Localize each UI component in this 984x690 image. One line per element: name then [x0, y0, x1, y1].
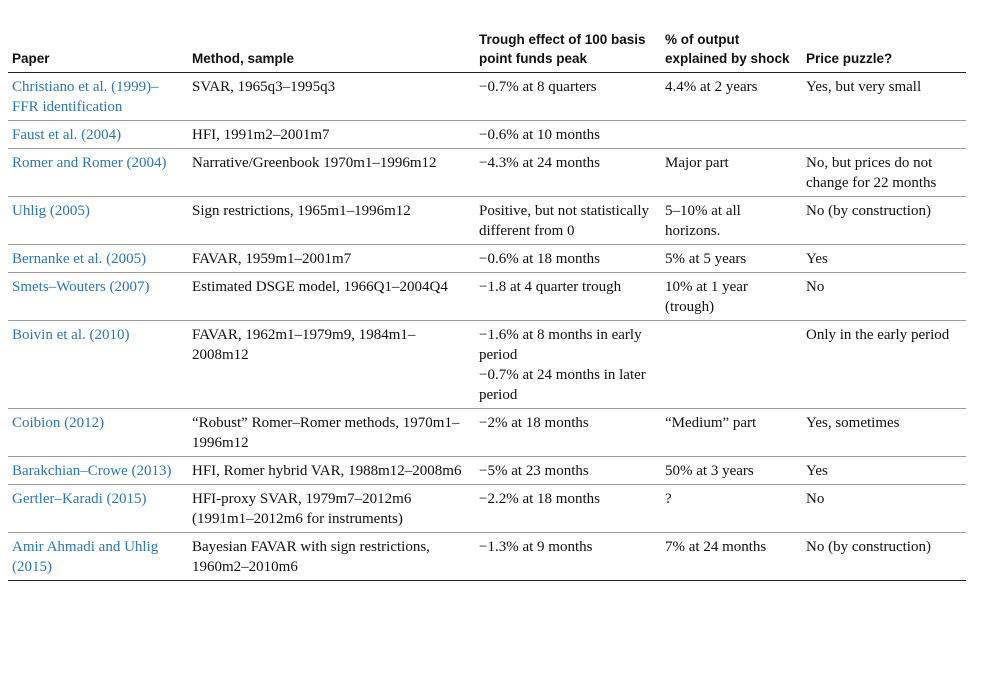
- cell-output: [661, 120, 802, 149]
- cell-method: SVAR, 1965q3–1995q3: [188, 72, 475, 121]
- cell-trough: −5% at 23 months: [475, 456, 661, 485]
- table-row: Boivin et al. (2010) FAVAR, 1962m1–1979m…: [8, 320, 966, 409]
- cell-output: Major part: [661, 148, 802, 197]
- table-row: Uhlig (2005) Sign restrictions, 1965m1–1…: [8, 196, 966, 245]
- cell-trough: −0.7% at 8 quarters: [475, 72, 661, 121]
- header-puzzle: Price puzzle?: [802, 10, 966, 73]
- cell-trough: −2.2% at 18 months: [475, 484, 661, 533]
- cell-output: 7% at 24 months: [661, 532, 802, 581]
- cell-puzzle: No: [802, 272, 966, 321]
- cell-output: ?: [661, 484, 802, 533]
- table-row: Romer and Romer (2004) Narrative/Greenbo…: [8, 148, 966, 197]
- cell-paper[interactable]: Uhlig (2005): [8, 196, 188, 245]
- cell-trough: −0.6% at 18 months: [475, 244, 661, 273]
- cell-paper[interactable]: Faust et al. (2004): [8, 120, 188, 149]
- cell-method-note: (1991m1–2012m6 for instruments): [192, 511, 403, 527]
- cell-paper[interactable]: Bernanke et al. (2005): [8, 244, 188, 273]
- table-row: Bernanke et al. (2005) FAVAR, 1959m1–200…: [8, 244, 966, 273]
- cell-paper[interactable]: Christiano et al. (1999)–FFR identificat…: [8, 72, 188, 121]
- cell-method: Estimated DSGE model, 1966Q1–2004Q4: [188, 272, 475, 321]
- monetary-shock-results-table: Paper Method, sample Trough effect of 10…: [8, 10, 966, 581]
- cell-trough: −2% at 18 months: [475, 408, 661, 457]
- cell-method: FAVAR, 1959m1–2001m7: [188, 244, 475, 273]
- cell-puzzle: [802, 120, 966, 149]
- cell-method: HFI, 1991m2–2001m7: [188, 120, 475, 149]
- table-row: Smets–Wouters (2007) Estimated DSGE mode…: [8, 272, 966, 321]
- cell-method: “Robust” Romer–Romer methods, 1970m1–199…: [188, 408, 475, 457]
- cell-puzzle: Only in the early period: [802, 320, 966, 409]
- cell-trough-later: −0.7% at 24 months in later period: [479, 367, 646, 403]
- cell-puzzle: No (by construction): [802, 532, 966, 581]
- cell-paper[interactable]: Coibion (2012): [8, 408, 188, 457]
- cell-method: Sign restrictions, 1965m1–1996m12: [188, 196, 475, 245]
- table-row: Christiano et al. (1999)–FFR identificat…: [8, 72, 966, 121]
- cell-trough-early: −1.6% at 8 months in early period: [479, 327, 642, 363]
- cell-puzzle: Yes, but very small: [802, 72, 966, 121]
- results-table-container: Paper Method, sample Trough effect of 10…: [8, 10, 966, 581]
- cell-output: 10% at 1 year (trough): [661, 272, 802, 321]
- cell-method: HFI-proxy SVAR, 1979m7–2012m6 (1991m1–20…: [188, 484, 475, 533]
- cell-output: 5–10% at all horizons.: [661, 196, 802, 245]
- cell-method: Bayesian FAVAR with sign restrictions, 1…: [188, 532, 475, 581]
- cell-paper[interactable]: Barakchian–Crowe (2013): [8, 456, 188, 485]
- cell-output: 50% at 3 years: [661, 456, 802, 485]
- cell-output: 4.4% at 2 years: [661, 72, 802, 121]
- cell-trough: −1.6% at 8 months in early period −0.7% …: [475, 320, 661, 409]
- header-method: Method, sample: [188, 10, 475, 73]
- cell-paper[interactable]: Gertler–Karadi (2015): [8, 484, 188, 533]
- cell-trough: Positive, but not statistically differen…: [475, 196, 661, 245]
- table-row: Faust et al. (2004) HFI, 1991m2–2001m7 −…: [8, 120, 966, 149]
- header-trough: Trough effect of 100 basis point funds p…: [475, 10, 661, 73]
- cell-paper[interactable]: Romer and Romer (2004): [8, 148, 188, 197]
- header-output: % of output explained by shock: [661, 10, 802, 73]
- cell-output: [661, 320, 802, 409]
- cell-trough: −4.3% at 24 months: [475, 148, 661, 197]
- header-paper: Paper: [8, 10, 188, 73]
- cell-paper[interactable]: Amir Ahmadi and Uhlig (2015): [8, 532, 188, 581]
- cell-puzzle: No: [802, 484, 966, 533]
- cell-trough: −1.3% at 9 months: [475, 532, 661, 581]
- table-row: Barakchian–Crowe (2013) HFI, Romer hybri…: [8, 456, 966, 485]
- cell-puzzle: No, but prices do not change for 22 mont…: [802, 148, 966, 197]
- cell-trough: −1.8 at 4 quarter trough: [475, 272, 661, 321]
- cell-method: HFI, Romer hybrid VAR, 1988m12–2008m6: [188, 456, 475, 485]
- cell-paper[interactable]: Boivin et al. (2010): [8, 320, 188, 409]
- cell-output: 5% at 5 years: [661, 244, 802, 273]
- table-row: Coibion (2012) “Robust” Romer–Romer meth…: [8, 408, 966, 457]
- cell-puzzle: Yes: [802, 244, 966, 273]
- table-row: Amir Ahmadi and Uhlig (2015) Bayesian FA…: [8, 532, 966, 581]
- cell-puzzle: No (by construction): [802, 196, 966, 245]
- table-header-row: Paper Method, sample Trough effect of 10…: [8, 10, 966, 73]
- cell-method: FAVAR, 1962m1–1979m9, 1984m1–2008m12: [188, 320, 475, 409]
- cell-output: “Medium” part: [661, 408, 802, 457]
- cell-method: Narrative/Greenbook 1970m1–1996m12: [188, 148, 475, 197]
- cell-puzzle: Yes, sometimes: [802, 408, 966, 457]
- table-row: Gertler–Karadi (2015) HFI-proxy SVAR, 19…: [8, 484, 966, 533]
- cell-trough: −0.6% at 10 months: [475, 120, 661, 149]
- cell-method-main: HFI-proxy SVAR, 1979m7–2012m6: [192, 491, 412, 507]
- cell-puzzle: Yes: [802, 456, 966, 485]
- cell-paper[interactable]: Smets–Wouters (2007): [8, 272, 188, 321]
